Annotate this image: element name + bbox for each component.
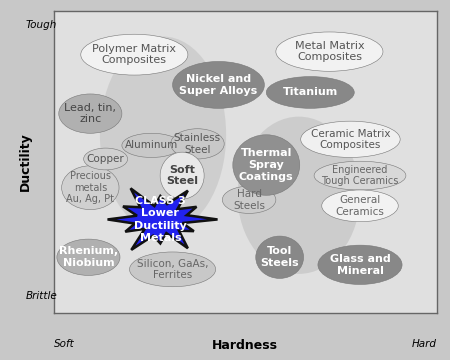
Text: Tough: Tough [25, 20, 57, 30]
Ellipse shape [238, 117, 360, 274]
Text: Hardness: Hardness [212, 339, 278, 352]
Text: Ductility: Ductility [19, 132, 32, 192]
Text: Soft: Soft [54, 339, 75, 349]
Text: Titanium: Titanium [283, 87, 338, 98]
Ellipse shape [62, 166, 119, 210]
Ellipse shape [84, 148, 128, 170]
Text: CLASS 3
Lower
Ductility
Metals: CLASS 3 Lower Ductility Metals [134, 196, 187, 243]
Ellipse shape [318, 245, 402, 284]
Text: Copper: Copper [87, 154, 125, 164]
Text: Thermal
Spray
Coatings: Thermal Spray Coatings [239, 148, 293, 182]
Ellipse shape [222, 186, 276, 213]
Ellipse shape [57, 239, 120, 275]
Ellipse shape [266, 77, 354, 108]
Ellipse shape [160, 152, 204, 199]
Ellipse shape [100, 36, 226, 233]
Text: Aluminum: Aluminum [125, 140, 178, 150]
Ellipse shape [233, 135, 300, 195]
Ellipse shape [301, 121, 400, 157]
Text: Precious
metals
Au, Ag, Pt: Precious metals Au, Ag, Pt [66, 171, 114, 204]
Text: Stainless
Steel: Stainless Steel [174, 133, 221, 155]
Text: Brittle: Brittle [25, 291, 57, 301]
Ellipse shape [130, 252, 216, 287]
Ellipse shape [314, 161, 406, 190]
Text: Hard
Steels: Hard Steels [233, 189, 265, 211]
Ellipse shape [322, 190, 398, 222]
Text: Hard: Hard [411, 339, 436, 349]
Polygon shape [108, 188, 217, 250]
Text: Lead, tin,
zinc: Lead, tin, zinc [64, 103, 117, 125]
Text: Rhenium,
Niobium: Rhenium, Niobium [59, 247, 118, 268]
Text: Engineered
Tough Ceramics: Engineered Tough Ceramics [321, 165, 399, 186]
Ellipse shape [276, 32, 383, 71]
Ellipse shape [171, 129, 224, 159]
Text: Nickel and
Super Alloys: Nickel and Super Alloys [180, 74, 257, 96]
Ellipse shape [122, 133, 181, 157]
Text: Soft
Steel: Soft Steel [166, 165, 198, 186]
Ellipse shape [81, 34, 188, 75]
Ellipse shape [256, 236, 304, 278]
Text: Tool
Steels: Tool Steels [261, 247, 299, 268]
Text: Glass and
Mineral: Glass and Mineral [329, 254, 391, 276]
Text: Metal Matrix
Composites: Metal Matrix Composites [295, 41, 364, 62]
Text: General
Ceramics: General Ceramics [336, 195, 384, 217]
Ellipse shape [172, 62, 265, 108]
Text: Ceramic Matrix
Composites: Ceramic Matrix Composites [310, 129, 390, 150]
Text: Polymer Matrix
Composites: Polymer Matrix Composites [92, 44, 176, 66]
Ellipse shape [59, 94, 122, 133]
Text: Silicon, GaAs,
Ferrites: Silicon, GaAs, Ferrites [137, 258, 208, 280]
